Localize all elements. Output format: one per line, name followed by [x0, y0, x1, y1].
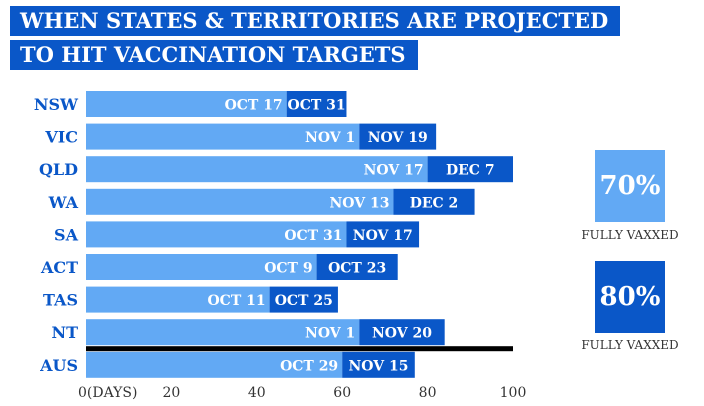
data-label-nt-70: NOV 1: [305, 326, 355, 342]
category-label-qld: QLD: [39, 160, 78, 179]
category-label-vic: VIC: [44, 128, 78, 147]
x-tick-label-60: 60: [333, 385, 351, 401]
bar-vic-80: [359, 123, 437, 150]
category-labels: NSW VIC QLD WA SA ACT TAS NT AUS: [34, 95, 79, 375]
chart-title-line-2: TO HIT VACCINATION TARGETS: [10, 40, 418, 70]
data-label-qld-70: NOV 17: [364, 163, 424, 179]
category-label-nt: NT: [51, 323, 78, 342]
data-label-sa-70: OCT 31: [284, 228, 342, 244]
x-tick-label-40: 40: [248, 385, 266, 401]
data-label-nsw-80: OCT 31: [288, 98, 346, 114]
bar-nsw-80: [286, 91, 347, 117]
category-label-nsw: NSW: [34, 95, 79, 114]
bar-sa-70: [86, 221, 347, 248]
data-label-wa-70: NOV 13: [329, 195, 389, 211]
legend-70-caption: FULLY VAXXED: [581, 228, 679, 242]
bar-aus-80: [342, 351, 415, 378]
category-label-wa: WA: [48, 193, 79, 212]
bar-qld-80: [427, 156, 513, 183]
data-label-wa-80: DEC 2: [410, 195, 459, 211]
x-tick-label-100: 100: [500, 385, 527, 401]
bar-vic-70: [86, 123, 360, 150]
bar-tas-80: [269, 286, 338, 313]
data-label-act-80: OCT 23: [328, 261, 386, 277]
bar-aus-70: [86, 351, 343, 378]
bar-act-80: [316, 254, 398, 280]
category-label-sa: SA: [54, 225, 79, 244]
legend-80-box: 80%: [595, 261, 665, 333]
bar-wa-70: [86, 188, 394, 215]
data-label-sa-80: NOV 17: [353, 228, 413, 244]
category-label-aus: AUS: [39, 356, 78, 375]
bar-act-70: [86, 254, 317, 280]
legend-70-label: 70%: [599, 171, 661, 201]
x-tick-label-0: 0(DAYS): [78, 385, 137, 401]
bar-qld-70: [86, 156, 428, 183]
bars-layer: OCT 17 OCT 31 NOV 1 NOV 19 NOV 17 DEC 7 NOV 13…: [86, 91, 513, 378]
data-label-vic-70: NOV 1: [305, 130, 355, 146]
bar-tas-70: [86, 286, 270, 313]
bar-sa-80: [346, 221, 420, 248]
x-tick-label-20: 20: [162, 385, 180, 401]
data-label-aus-80: NOV 15: [349, 358, 409, 374]
data-label-nsw-70: OCT 17: [225, 98, 283, 114]
aus-divider-line: [86, 346, 513, 352]
data-label-nt-80: NOV 20: [372, 326, 432, 342]
data-label-tas-80: OCT 25: [275, 293, 333, 309]
bar-nt-70: [86, 319, 360, 346]
x-axis-ticks: 0(DAYS) 20 40 60 80 100: [78, 385, 526, 401]
legend-80-label: 80%: [599, 282, 661, 312]
data-label-act-70: OCT 9: [264, 261, 312, 277]
bar-nsw-70: [86, 91, 287, 117]
category-label-act: ACT: [40, 258, 78, 277]
data-label-vic-80: NOV 19: [368, 130, 428, 146]
bar-wa-80: [393, 188, 475, 215]
bar-nt-80: [359, 319, 445, 346]
data-label-qld-80: DEC 7: [446, 163, 495, 179]
chart-title-line-1: WHEN STATES & TERRITORIES ARE PROJECTED: [10, 6, 621, 36]
legend-70-box: 70%: [595, 150, 665, 222]
data-label-aus-70: OCT 29: [280, 358, 338, 374]
category-label-tas: TAS: [43, 291, 78, 310]
legend-80-caption: FULLY VAXXED: [581, 338, 679, 352]
data-label-tas-70: OCT 11: [207, 293, 265, 309]
x-tick-label-80: 80: [419, 385, 437, 401]
